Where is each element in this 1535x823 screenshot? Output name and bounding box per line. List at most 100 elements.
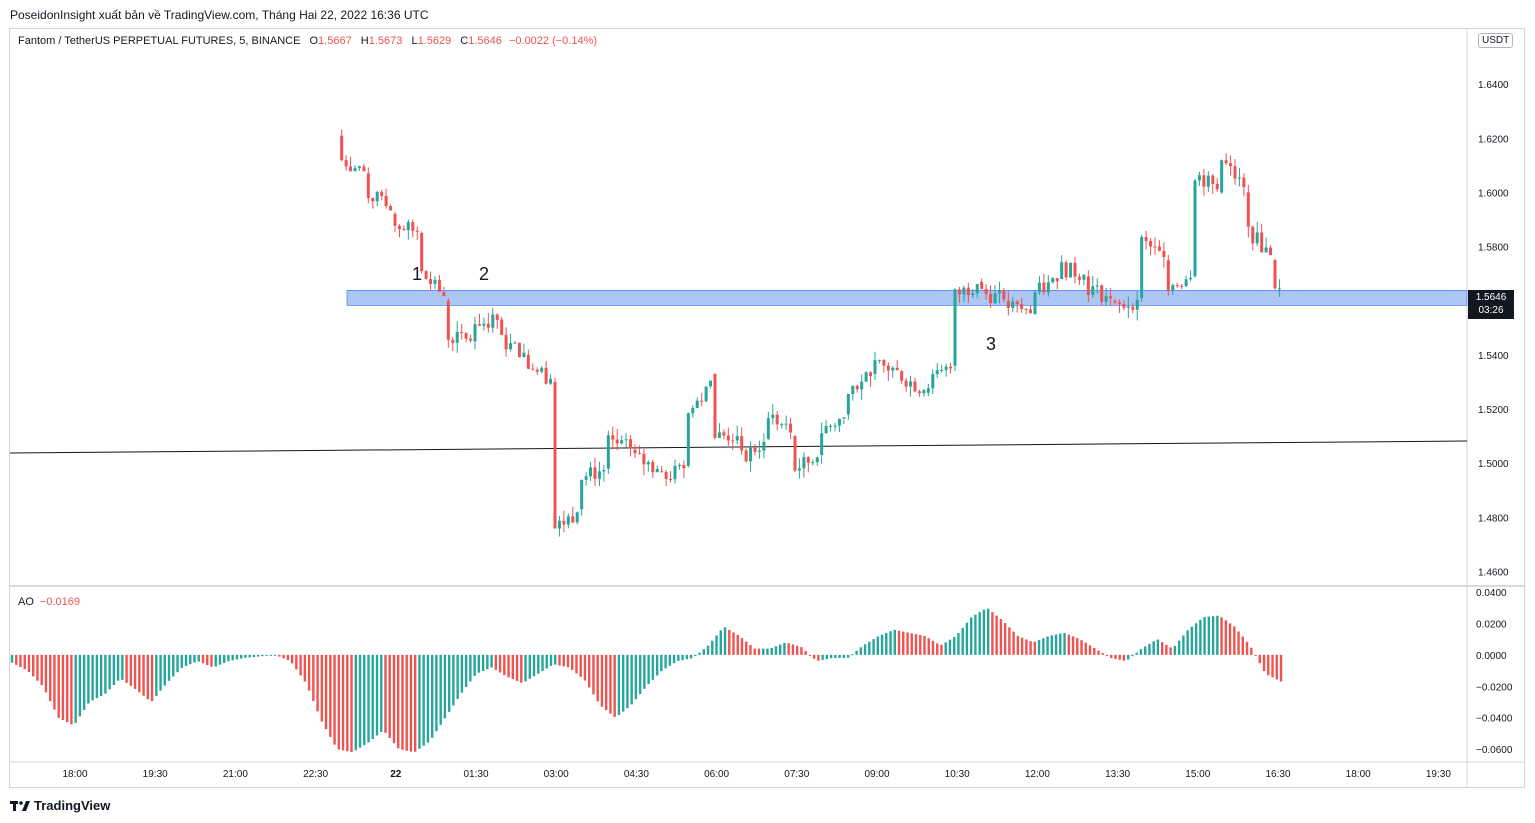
candle-body (957, 289, 961, 295)
ao-histogram-bar (978, 612, 981, 655)
ao-histogram-bar (672, 654, 676, 664)
ao-histogram-bar (307, 654, 311, 691)
candle-body (1233, 166, 1237, 179)
time-tick-label: 15:00 (1185, 769, 1210, 780)
ao-histogram-bar (40, 654, 43, 686)
time-tick-label: 04:30 (624, 769, 649, 780)
candle-body (1175, 285, 1179, 287)
ao-legend[interactable]: AO −0.0169 (18, 596, 80, 608)
ao-histogram-bar (762, 648, 765, 655)
ao-histogram-bar (23, 654, 26, 670)
ao-histogram-bar (812, 654, 816, 659)
ao-tick-label: 0.0000 (1476, 651, 1507, 662)
ao-histogram-bar (312, 654, 315, 701)
candle-body (1211, 175, 1215, 184)
candle-body (709, 380, 713, 387)
ao-histogram-bar (1033, 641, 1037, 655)
candle-body (775, 414, 779, 425)
support-zone-rectangle[interactable] (346, 290, 1468, 306)
ao-histogram-bar (388, 654, 391, 738)
ao-histogram-bar (732, 632, 735, 655)
ao-histogram-bar (558, 654, 561, 666)
candle-body (371, 197, 375, 202)
time-tick-label: 07:30 (784, 769, 809, 780)
ao-histogram-bar (1148, 643, 1151, 655)
ao-histogram-bar (363, 654, 366, 746)
ao-histogram-bar (464, 654, 468, 688)
candle-body (429, 278, 433, 285)
ao-tick-label: −0.0400 (1476, 714, 1513, 725)
ao-histogram-bar (1105, 654, 1109, 656)
currency-unit-button[interactable]: USDT (1478, 33, 1514, 48)
trend-line[interactable] (9, 440, 1468, 454)
candle-body (1162, 250, 1166, 257)
annotation-number[interactable]: 3 (986, 334, 996, 354)
candle-body (722, 432, 726, 436)
ao-histogram-bar (1258, 654, 1261, 664)
ao-histogram-bar (65, 654, 69, 723)
ao-histogram-bar (880, 634, 884, 655)
candle-body (922, 390, 926, 394)
ao-histogram-bar (643, 654, 646, 689)
price-tick-label: 1.5200 (1478, 405, 1509, 416)
ao-histogram-bar (630, 654, 633, 705)
low-value: 1.5629 (417, 35, 452, 47)
candle-body (980, 281, 984, 289)
candle-body (500, 319, 504, 335)
ao-histogram-bar (184, 654, 188, 666)
ao-histogram-bar (660, 654, 663, 672)
candle-body (1109, 296, 1113, 299)
candle-body (1166, 260, 1170, 291)
candle-body (340, 135, 344, 161)
ao-histogram-bar (150, 654, 154, 702)
ao-histogram-bar (795, 645, 799, 655)
candle-body (1060, 262, 1064, 280)
annotation-number[interactable]: 2 (479, 264, 489, 284)
ao-histogram-bar (549, 654, 553, 666)
ao-histogram-bar (1199, 619, 1202, 655)
ao-histogram-bar (936, 643, 939, 655)
ao-histogram-bar (736, 635, 739, 655)
candle-body (651, 461, 655, 473)
ao-histogram-bar (524, 654, 527, 682)
candle-body (1215, 183, 1219, 190)
ao-histogram-bar (231, 654, 234, 661)
ao-histogram-bar (133, 654, 137, 689)
high-value: 1.5673 (368, 35, 403, 47)
price-tick-label: 1.5400 (1478, 351, 1509, 362)
publisher-line: PoseidonInsight xuất bản về TradingView.… (10, 8, 429, 22)
ao-histogram-bar (15, 654, 18, 665)
ao-histogram-bar (439, 654, 442, 725)
ao-histogram-bar (588, 654, 591, 688)
candle-body (477, 324, 481, 326)
tradingview-branding[interactable]: TradingView (10, 798, 110, 813)
candle-body (1237, 177, 1241, 179)
ao-histogram-bar (566, 654, 570, 668)
candle-body (1037, 282, 1041, 293)
candle-body (1171, 285, 1175, 291)
ao-histogram-bar (592, 654, 595, 695)
ao-histogram-bar (859, 647, 863, 655)
candle-body (953, 289, 957, 366)
candle-body (584, 476, 588, 480)
candle-body (446, 300, 450, 340)
candle-body (686, 413, 690, 466)
ao-histogram-bar (689, 654, 693, 659)
ao-histogram-bar (367, 654, 370, 743)
ao-histogram-bar (337, 654, 340, 750)
candle-body (855, 385, 859, 390)
annotation-number[interactable]: 1 (412, 264, 422, 284)
ao-histogram-bar (265, 654, 268, 656)
candle-body (753, 447, 757, 452)
ao-histogram-bar (104, 654, 107, 694)
ao-histogram-bar (821, 654, 824, 660)
ao-histogram-bar (583, 654, 587, 681)
symbol-legend: Fantom / TetherUS PERPETUAL FUTURES, 5, … (18, 35, 597, 47)
symbol-name[interactable]: Fantom / TetherUS PERPETUAL FUTURES, 5, … (18, 35, 301, 47)
ao-histogram-bar (384, 654, 387, 733)
ao-histogram-bar (698, 652, 701, 655)
candle-body (580, 479, 584, 510)
ao-histogram-bar (783, 642, 786, 655)
candle-body (1064, 262, 1068, 278)
